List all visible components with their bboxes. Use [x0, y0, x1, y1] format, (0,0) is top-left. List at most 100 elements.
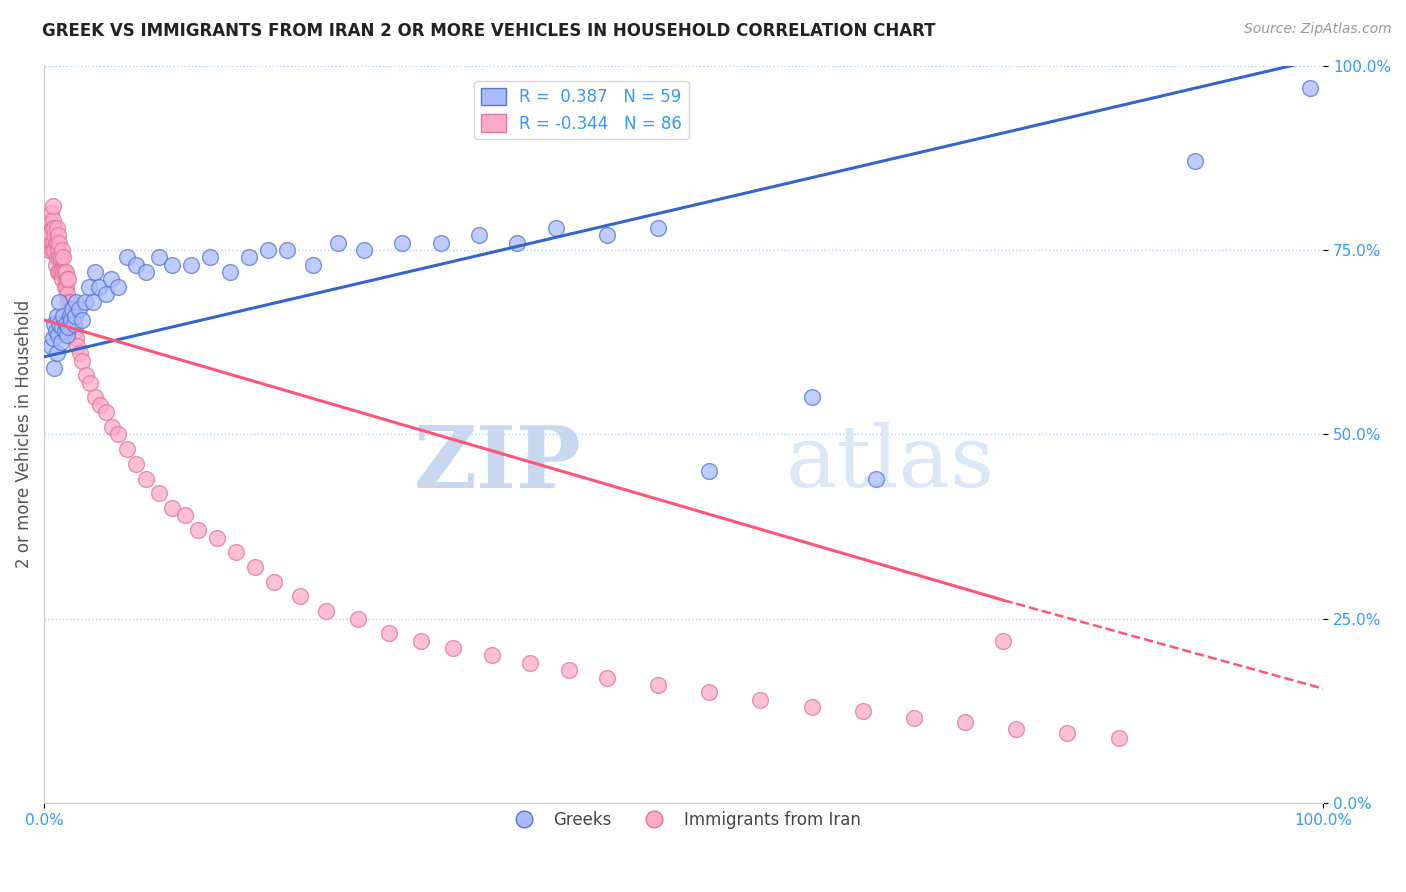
Point — [51, 320, 73, 334]
Point — [58, 320, 80, 334]
Point — [37, 228, 59, 243]
Point — [557, 663, 579, 677]
Point — [1299, 80, 1322, 95]
Point — [117, 442, 139, 456]
Point — [160, 501, 183, 516]
Point — [41, 243, 63, 257]
Point — [1056, 726, 1078, 740]
Point — [60, 317, 83, 331]
Point — [45, 324, 67, 338]
Point — [48, 250, 70, 264]
Point — [100, 272, 122, 286]
Point — [59, 301, 82, 316]
Point — [56, 287, 79, 301]
Point — [647, 678, 669, 692]
Point — [45, 346, 67, 360]
Point — [429, 235, 451, 250]
Point — [48, 294, 70, 309]
Point — [67, 301, 90, 316]
Point — [60, 301, 83, 316]
Point — [42, 331, 65, 345]
Point — [49, 265, 72, 279]
Point — [65, 294, 87, 309]
Point — [75, 368, 97, 383]
Point — [38, 243, 60, 257]
Text: ZIP: ZIP — [413, 422, 581, 506]
Point — [46, 243, 69, 257]
Point — [62, 317, 84, 331]
Point — [53, 265, 76, 279]
Point — [38, 213, 60, 227]
Point — [77, 280, 100, 294]
Point — [45, 310, 67, 324]
Point — [45, 235, 67, 250]
Point — [697, 464, 720, 478]
Point — [101, 420, 124, 434]
Point — [51, 272, 73, 286]
Point — [180, 258, 202, 272]
Point — [46, 228, 69, 243]
Point — [257, 243, 280, 257]
Point — [59, 313, 82, 327]
Point — [1184, 154, 1206, 169]
Text: atlas: atlas — [786, 422, 995, 506]
Point — [48, 317, 70, 331]
Point — [1005, 723, 1028, 737]
Point — [44, 243, 66, 257]
Point — [903, 711, 925, 725]
Point — [218, 265, 240, 279]
Point — [48, 265, 70, 279]
Point — [94, 405, 117, 419]
Point — [72, 313, 94, 327]
Point — [89, 398, 111, 412]
Point — [45, 250, 67, 264]
Point — [225, 545, 247, 559]
Point — [346, 612, 368, 626]
Point — [125, 457, 148, 471]
Point — [481, 648, 503, 663]
Point — [49, 250, 72, 264]
Point — [288, 590, 311, 604]
Point — [44, 317, 66, 331]
Point — [205, 531, 228, 545]
Point — [468, 228, 491, 243]
Point — [411, 633, 433, 648]
Point — [66, 339, 89, 353]
Point — [44, 228, 66, 243]
Point — [39, 339, 62, 353]
Point — [52, 310, 75, 324]
Point — [263, 574, 285, 589]
Point — [42, 213, 65, 227]
Point — [73, 294, 96, 309]
Point — [315, 604, 337, 618]
Point — [117, 250, 139, 264]
Point — [148, 486, 170, 500]
Point — [63, 310, 86, 324]
Point — [187, 523, 209, 537]
Point — [243, 560, 266, 574]
Point — [238, 250, 260, 264]
Point — [49, 335, 72, 350]
Point — [69, 346, 91, 360]
Point — [596, 228, 619, 243]
Point — [519, 656, 541, 670]
Point — [59, 294, 82, 309]
Point — [800, 391, 823, 405]
Point — [79, 376, 101, 390]
Point — [443, 641, 465, 656]
Point — [301, 258, 323, 272]
Point — [94, 287, 117, 301]
Point — [51, 243, 73, 257]
Point — [173, 508, 195, 523]
Point — [58, 272, 80, 286]
Point — [276, 243, 298, 257]
Text: GREEK VS IMMIGRANTS FROM IRAN 2 OR MORE VEHICLES IN HOUSEHOLD CORRELATION CHART: GREEK VS IMMIGRANTS FROM IRAN 2 OR MORE … — [42, 22, 935, 40]
Point — [53, 280, 76, 294]
Point — [55, 265, 77, 279]
Point — [84, 391, 107, 405]
Point — [953, 714, 976, 729]
Point — [44, 220, 66, 235]
Point — [62, 310, 84, 324]
Point — [55, 317, 77, 331]
Point — [135, 265, 157, 279]
